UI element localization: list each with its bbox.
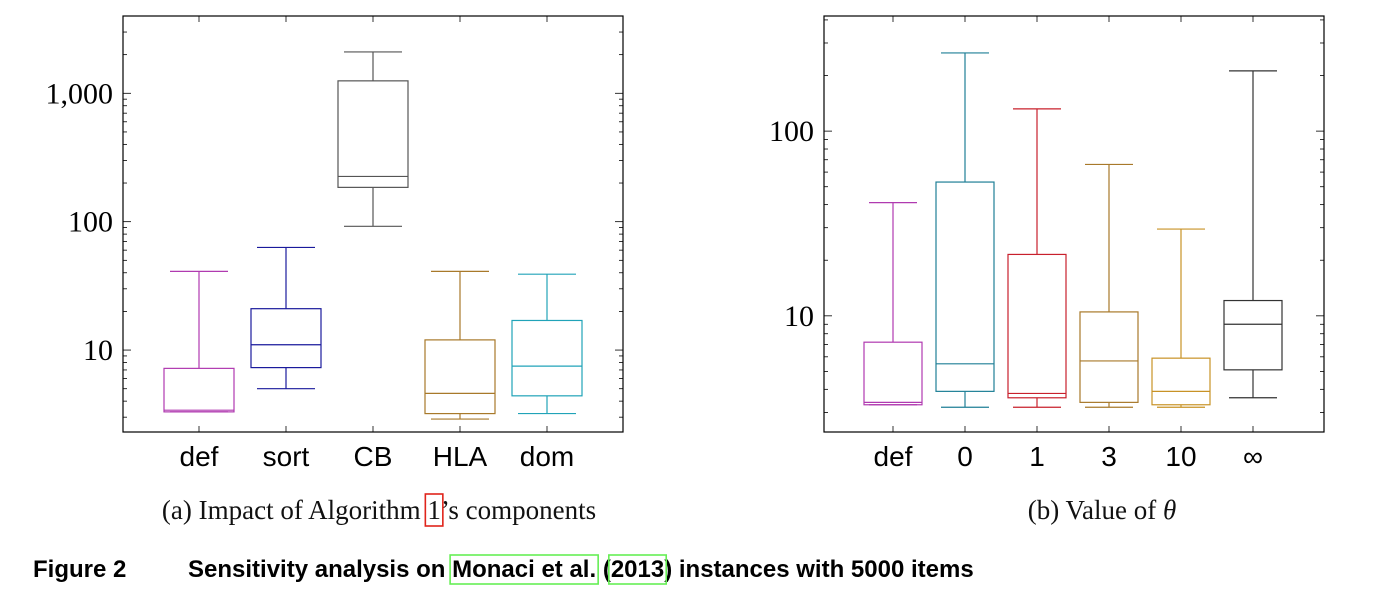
y-tick-label: 100 [68, 206, 113, 239]
x-tick-label: HLA [433, 441, 488, 472]
box-iqr [424, 339, 496, 415]
x-tick-label: 3 [1101, 441, 1117, 472]
panel-a-subcaption: (a) Impact of Algorithm 1’s components [162, 495, 596, 525]
panel-b-chart: 10 100 def 0 1 3 10 ∞ (b) Value of θ [769, 15, 1325, 525]
x-tick-label: 1 [1029, 441, 1045, 472]
citation-authors-link-box[interactable] [449, 554, 599, 585]
citation-year-link-box[interactable] [608, 554, 668, 585]
box-iqr [1223, 299, 1283, 371]
figure-caption: Figure 2 Sensitivity analysis on Monaci … [33, 554, 974, 585]
y-tick-label: 10 [83, 334, 113, 367]
algorithm-ref-link-box[interactable] [424, 493, 444, 527]
x-tick-label: 0 [957, 441, 973, 472]
box-iqr [935, 181, 995, 392]
panel-a-y-tick-labels: 10 100 1,000 [46, 77, 114, 367]
y-tick-label: 1,000 [46, 77, 114, 110]
citation-authors-link[interactable]: Monaci et al. [452, 556, 596, 583]
panel-a-ticks [123, 15, 623, 432]
panel-b-subcaption: (b) Value of θ [1028, 495, 1176, 525]
x-tick-label: def [180, 441, 219, 472]
box-iqr [163, 367, 235, 413]
box-iqr [1151, 357, 1211, 406]
citation-year-link[interactable]: 2013 [611, 556, 664, 583]
x-tick-label: sort [263, 441, 310, 472]
figure-label: Figure 2 [33, 556, 126, 583]
x-tick-label: 10 [1165, 441, 1196, 472]
panel-a-chart: 10 100 1,000 def sort CB HLA dom (a) Impact of… [46, 15, 624, 527]
box-iqr [1007, 253, 1067, 399]
figure-caption-text: Sensitivity analysis on Monaci et al. (2… [188, 556, 974, 583]
box-iqr [337, 80, 409, 188]
panel-a-boxes [163, 51, 583, 420]
box-iqr [250, 308, 322, 369]
y-tick-label: 100 [769, 115, 814, 148]
panel-b-boxes [863, 52, 1283, 408]
panel-b-y-tick-labels: 10 100 [769, 115, 814, 333]
panel-b-axes-frame [823, 15, 1325, 433]
x-tick-label: ∞ [1243, 441, 1263, 472]
algorithm-ref-link[interactable]: 1 [427, 495, 441, 525]
box-iqr [511, 319, 583, 397]
box-iqr [1079, 311, 1139, 403]
panel-b-ticks [824, 16, 1324, 432]
x-tick-label: dom [520, 441, 574, 472]
panel-b-x-tick-labels: def 0 1 3 10 ∞ [874, 441, 1263, 472]
x-tick-label: CB [354, 441, 393, 472]
y-tick-label: 10 [784, 300, 814, 333]
panel-a-x-tick-labels: def sort CB HLA dom [180, 441, 575, 472]
x-tick-label: def [874, 441, 913, 472]
box-iqr [863, 341, 923, 406]
